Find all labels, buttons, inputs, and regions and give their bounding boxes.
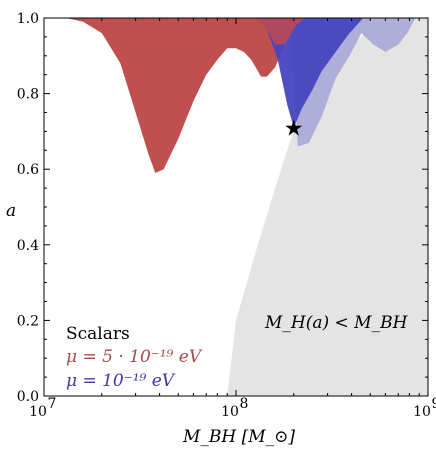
x-tick-label: 10 — [413, 404, 431, 420]
y-tick-label: 0.6 — [17, 162, 39, 178]
legend-blue-label: μ = 10⁻¹⁹ eV — [66, 371, 176, 391]
axes: 0.00.20.40.60.81.0107108109 — [17, 11, 436, 420]
series-region-2 — [256, 18, 364, 128]
y-axis-label: a — [6, 201, 16, 221]
region-label: M_H(a) < M_BH — [264, 313, 409, 333]
x-tick-label: 10 — [29, 404, 47, 420]
series-region-1 — [65, 18, 306, 173]
y-tick-label: 0.4 — [17, 238, 39, 254]
x-tick-exponent: 9 — [432, 396, 436, 412]
plot-area: ★ — [65, 18, 428, 396]
star-marker: ★ — [284, 117, 304, 142]
superextremal-region — [227, 18, 428, 396]
overlap-region — [256, 18, 306, 45]
y-tick-label: 1.0 — [17, 11, 39, 27]
x-tick-exponent: 8 — [240, 396, 249, 412]
y-tick-label: 0.0 — [17, 389, 39, 405]
y-tick-label: 0.2 — [17, 313, 39, 329]
x-tick-label: 10 — [221, 404, 239, 420]
y-tick-label: 0.8 — [17, 87, 39, 103]
legend-title: Scalars — [66, 324, 130, 344]
x-tick-exponent: 7 — [48, 396, 57, 412]
x-axis-label: M_BH [M_⊙] — [182, 427, 295, 447]
legend-red-label: μ = 5 · 10⁻¹⁹ eV — [66, 347, 203, 367]
